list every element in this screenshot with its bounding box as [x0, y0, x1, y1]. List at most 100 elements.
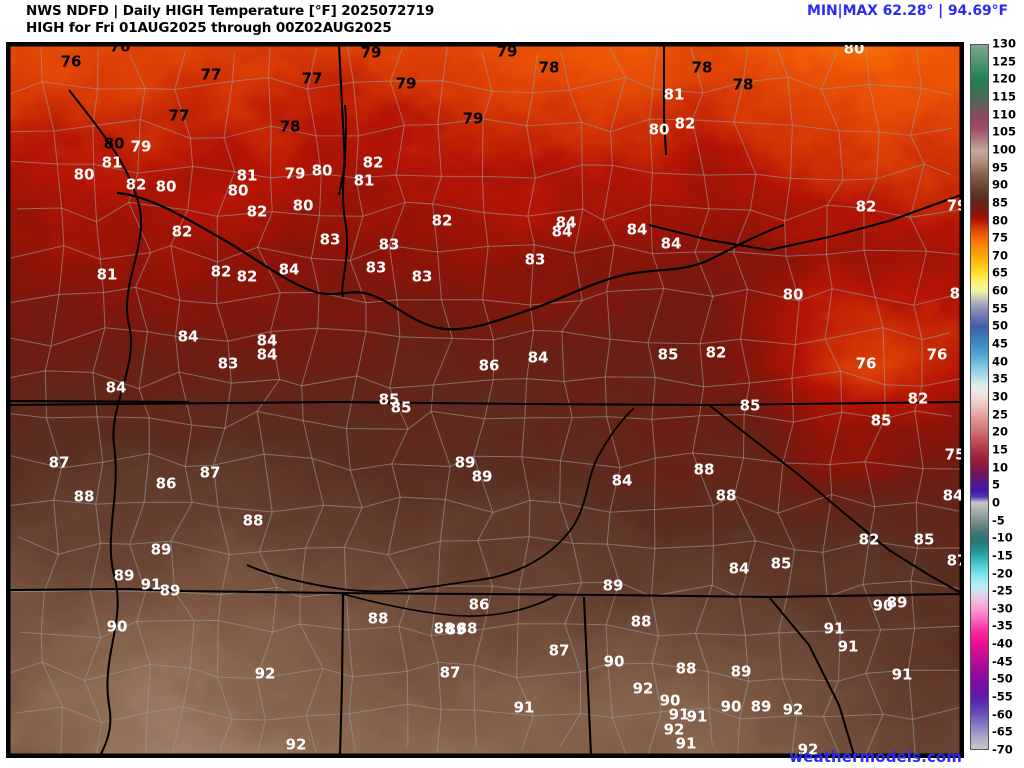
boundary-line	[9, 45, 961, 755]
colorbar-tick: 75	[992, 230, 1009, 245]
colorbar-tick: -55	[992, 689, 1013, 704]
boundary-line	[9, 493, 960, 514]
boundary-line	[9, 370, 961, 390]
boundary-line	[732, 45, 757, 755]
colorbar-gradient	[970, 44, 989, 750]
colorbar-tick: -10	[992, 530, 1013, 545]
colorbar-tick: -70	[992, 742, 1013, 757]
boundary-line	[862, 45, 886, 755]
boundary-line	[9, 452, 961, 471]
boundary-line	[776, 45, 800, 755]
minmax-readout: MIN|MAX 62.28° | 94.69°F	[807, 3, 1008, 19]
boundary-line	[9, 661, 960, 682]
boundary-line	[116, 191, 785, 331]
colorbar-tick: 45	[992, 336, 1009, 351]
boundary-line	[582, 596, 593, 755]
colorbar-tick: -20	[992, 565, 1013, 580]
boundary-line	[708, 404, 961, 594]
colorbar-tick: 40	[992, 353, 1009, 368]
boundary-line	[256, 46, 281, 755]
boundary-line	[17, 536, 961, 556]
colorbar-tick: 80	[992, 212, 1009, 227]
colorbar-tick: 10	[992, 459, 1009, 474]
boundary-line	[907, 45, 928, 755]
boundary-line	[338, 592, 345, 755]
colorbar-tick: -50	[992, 671, 1013, 686]
boundary-line	[430, 45, 453, 755]
boundary-line	[516, 53, 538, 751]
boundary-line	[338, 592, 558, 617]
boundary-line	[9, 400, 961, 407]
boundary-line	[648, 194, 961, 252]
colorbar-tick: 110	[992, 106, 1017, 121]
boundary-line	[15, 703, 961, 724]
boundary-line	[83, 49, 106, 755]
colorbar-tick: -65	[992, 724, 1013, 739]
colorbar-tick: 90	[992, 177, 1009, 192]
colorbar-tick: 70	[992, 248, 1009, 263]
boundary-line	[662, 45, 668, 156]
colorbar-tick: 0	[992, 495, 1001, 510]
colorbar-tick: -30	[992, 601, 1013, 616]
colorbar-tick: 60	[992, 283, 1009, 298]
colorbar-tick: -35	[992, 618, 1013, 633]
boundary-line	[68, 89, 143, 755]
boundary-line	[9, 286, 961, 306]
colorbar-tick: 50	[992, 318, 1009, 333]
colorbar-tick: -60	[992, 706, 1013, 721]
colorbar-tick: 95	[992, 159, 1009, 174]
boundary-line	[341, 104, 349, 298]
header: NWS NDFD | Daily HIGH Temperature [°F] 2…	[0, 0, 1024, 42]
colorbar-tick: 125	[992, 53, 1017, 68]
colorbar: 130 125 120 115 110 105 100 95 90 85 80 75 70 65 60 55 5…	[970, 38, 1024, 758]
boundary-line	[246, 407, 635, 593]
boundary-line	[10, 244, 961, 263]
colorbar-tick: -45	[992, 654, 1013, 668]
boundary-line	[768, 596, 855, 755]
boundary-line	[9, 76, 952, 96]
boundary-line	[9, 118, 952, 139]
colorbar-tick: -5	[992, 512, 1005, 527]
boundary-line	[689, 45, 714, 747]
colorbar-tick: -25	[992, 583, 1013, 598]
boundary-line	[9, 587, 340, 595]
map-frame[interactable]: 76 76 77 77 77 78 79 79 79 78 79 78 78 80 81 80 82 80 79 81…	[6, 42, 964, 758]
product-title-line2: HIGH for Fri 01AUG2025 through 00Z02AUG2…	[26, 20, 392, 36]
colorbar-tick: 25	[992, 406, 1009, 421]
colorbar-tick: 115	[992, 89, 1017, 104]
colorbar-tick: 130	[992, 36, 1017, 51]
watermark: weathermodels.com	[789, 748, 962, 766]
boundary-line	[212, 53, 236, 751]
map-boundaries	[9, 45, 961, 755]
boundary-line	[820, 50, 844, 755]
boundary-line	[10, 327, 950, 347]
boundary-line	[337, 45, 347, 196]
title-block: NWS NDFD | Daily HIGH Temperature [°F] 2…	[26, 3, 434, 37]
boundary-line	[387, 45, 411, 747]
boundary-line	[9, 160, 951, 181]
colorbar-tick: -40	[992, 636, 1013, 651]
colorbar-tick: 15	[992, 442, 1009, 457]
boundary-line	[647, 46, 665, 755]
colorbar-tick-labels: 130 125 120 115 110 105 100 95 90 85 80 75 70 65 60 55 5…	[992, 38, 1024, 755]
colorbar-tick: 120	[992, 71, 1017, 86]
colorbar-tick: 65	[992, 265, 1009, 280]
colorbar-tick: 55	[992, 301, 1009, 315]
boundary-line	[9, 410, 952, 430]
boundary-line	[170, 50, 195, 755]
colorbar-tick: 85	[992, 195, 1009, 210]
boundary-line	[19, 619, 961, 639]
colorbar-tick: 5	[992, 477, 1001, 492]
colorbar-tick: -15	[992, 548, 1013, 563]
boundary-line	[338, 591, 961, 599]
boundary-line	[473, 51, 495, 749]
colorbar-tick: 35	[992, 371, 1009, 386]
boundary-line	[9, 399, 190, 404]
colorbar-tick: 20	[992, 424, 1009, 439]
boundary-line	[559, 50, 584, 747]
product-title-line1: NWS NDFD | Daily HIGH Temperature [°F] 2…	[26, 3, 435, 19]
colorbar-tick: 30	[992, 389, 1009, 404]
colorbar-tick: 105	[992, 124, 1017, 139]
boundary-line	[343, 45, 367, 755]
